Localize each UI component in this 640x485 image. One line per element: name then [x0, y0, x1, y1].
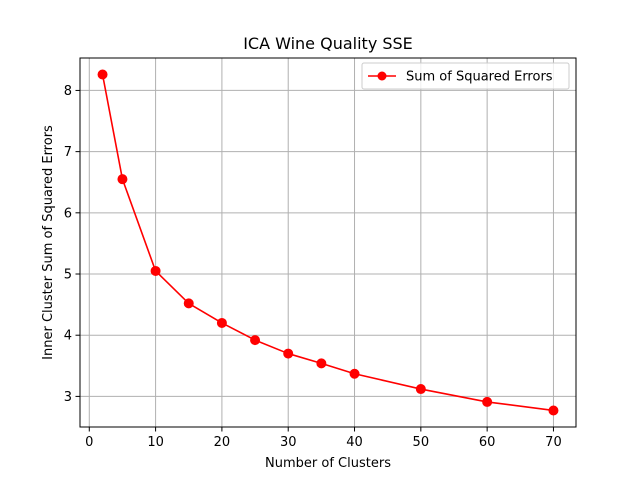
y-tick-label: 7	[64, 145, 72, 160]
x-tick-label: 70	[545, 435, 562, 450]
data-point	[150, 265, 161, 276]
x-tick-label: 20	[214, 435, 231, 450]
x-tick-label: 60	[479, 435, 496, 450]
legend-marker-swatch	[377, 71, 387, 81]
x-tick-label: 10	[147, 435, 164, 450]
data-point	[415, 384, 426, 395]
legend-label: Sum of Squared Errors	[406, 70, 553, 85]
data-point	[482, 396, 493, 407]
data-point	[250, 335, 261, 346]
data-point	[349, 368, 360, 379]
data-point	[97, 69, 108, 80]
y-tick-label: 8	[64, 84, 72, 99]
chart-title: ICA Wine Quality SSE	[243, 34, 413, 53]
y-tick-label: 6	[64, 206, 72, 221]
x-tick-label: 30	[280, 435, 297, 450]
ticks: 0 10 20 30 40 50 60 70 3 4 5 6 7 8	[64, 84, 562, 450]
legend-box	[361, 62, 570, 90]
y-axis-label: Inner Cluster Sum of Squared Errors	[41, 125, 56, 360]
y-tick-label: 4	[64, 329, 72, 344]
data-point	[117, 174, 128, 185]
grid	[80, 58, 576, 427]
data-point	[216, 317, 227, 328]
y-tick-label: 5	[64, 268, 72, 283]
y-tick-label: 3	[64, 390, 72, 405]
data-point	[548, 405, 559, 416]
legend: Sum of Squared Errors	[361, 62, 570, 90]
plot-frame	[79, 57, 577, 428]
x-axis-label: Number of Clusters	[265, 456, 391, 471]
series-layer	[97, 69, 559, 416]
data-point	[316, 358, 327, 369]
x-tick-label: 50	[413, 435, 430, 450]
x-tick-label: 40	[346, 435, 363, 450]
series-line	[101, 74, 554, 412]
data-point	[283, 348, 294, 359]
x-tick-label: 0	[85, 435, 93, 450]
data-point	[183, 298, 194, 309]
